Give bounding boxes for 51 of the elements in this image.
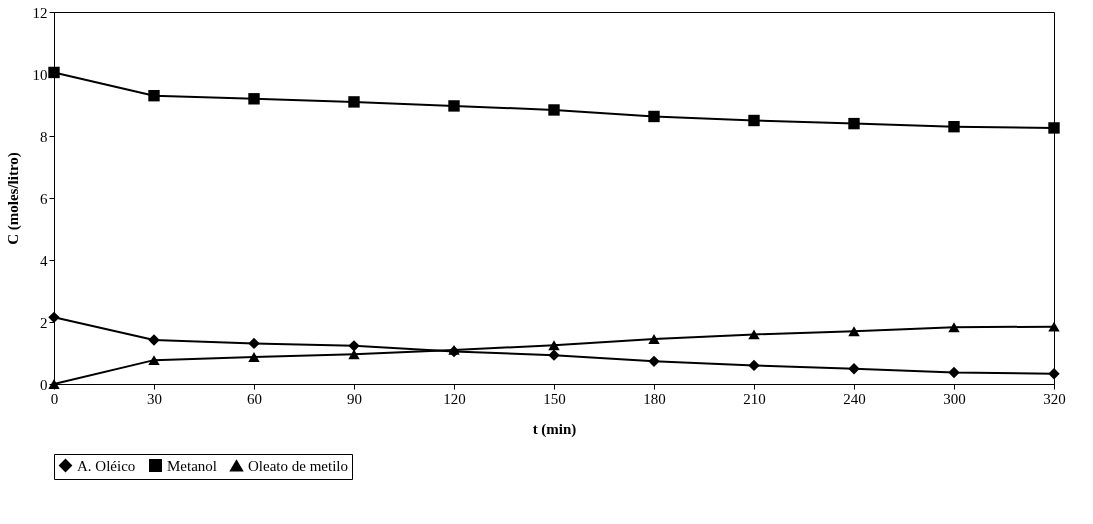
point (648, 110, 660, 123)
x-tick-label: 60 (247, 390, 262, 407)
point (848, 326, 860, 337)
point (148, 334, 160, 346)
point (948, 322, 960, 333)
y-tick-label: 6 (40, 190, 48, 207)
point (448, 100, 460, 112)
x-tick-label: 300 (943, 390, 966, 407)
x-tick-label: 320 (1043, 390, 1066, 407)
y-tick-label: 8 (40, 128, 48, 145)
x-tick-label: 30 (147, 390, 162, 407)
point (248, 337, 260, 350)
point (648, 334, 660, 344)
y-tick-label: 4 (40, 252, 48, 269)
y-tick-label: 0 (40, 376, 48, 393)
x-tick-label: 90 (347, 390, 362, 407)
x-axis-title: t (min) (532, 420, 577, 438)
point (348, 96, 360, 108)
point (48, 379, 60, 389)
y-axis-title: C (moles/litro) (4, 152, 22, 245)
x-tick-label: 150 (543, 390, 566, 407)
point (548, 349, 560, 361)
y-tick-label: 10 (32, 66, 48, 83)
legend-label: Metanol (167, 457, 217, 474)
point (48, 66, 60, 79)
legend-label: Oleato de metilo (248, 457, 348, 474)
point (248, 352, 260, 362)
y-tick-label: 2 (40, 314, 48, 331)
point (548, 104, 560, 116)
point (1048, 122, 1060, 134)
point (148, 90, 160, 102)
point (348, 349, 360, 360)
point (1048, 368, 1060, 380)
point (948, 366, 960, 379)
point (548, 340, 560, 351)
x-tick-label: 180 (643, 390, 666, 407)
legend-label: A. Oléico (77, 457, 136, 474)
point (748, 114, 760, 127)
x-tick-label: 210 (743, 390, 766, 407)
point (948, 121, 960, 133)
x-tick-label: 120 (443, 390, 466, 407)
point (1048, 321, 1060, 332)
y-tick-label: 12 (32, 4, 48, 21)
point (148, 355, 160, 366)
point (648, 355, 660, 368)
point (748, 359, 760, 372)
point (848, 117, 860, 130)
x-tick-label: 240 (843, 390, 866, 407)
point (848, 363, 860, 375)
point (248, 93, 260, 105)
point (748, 329, 760, 340)
